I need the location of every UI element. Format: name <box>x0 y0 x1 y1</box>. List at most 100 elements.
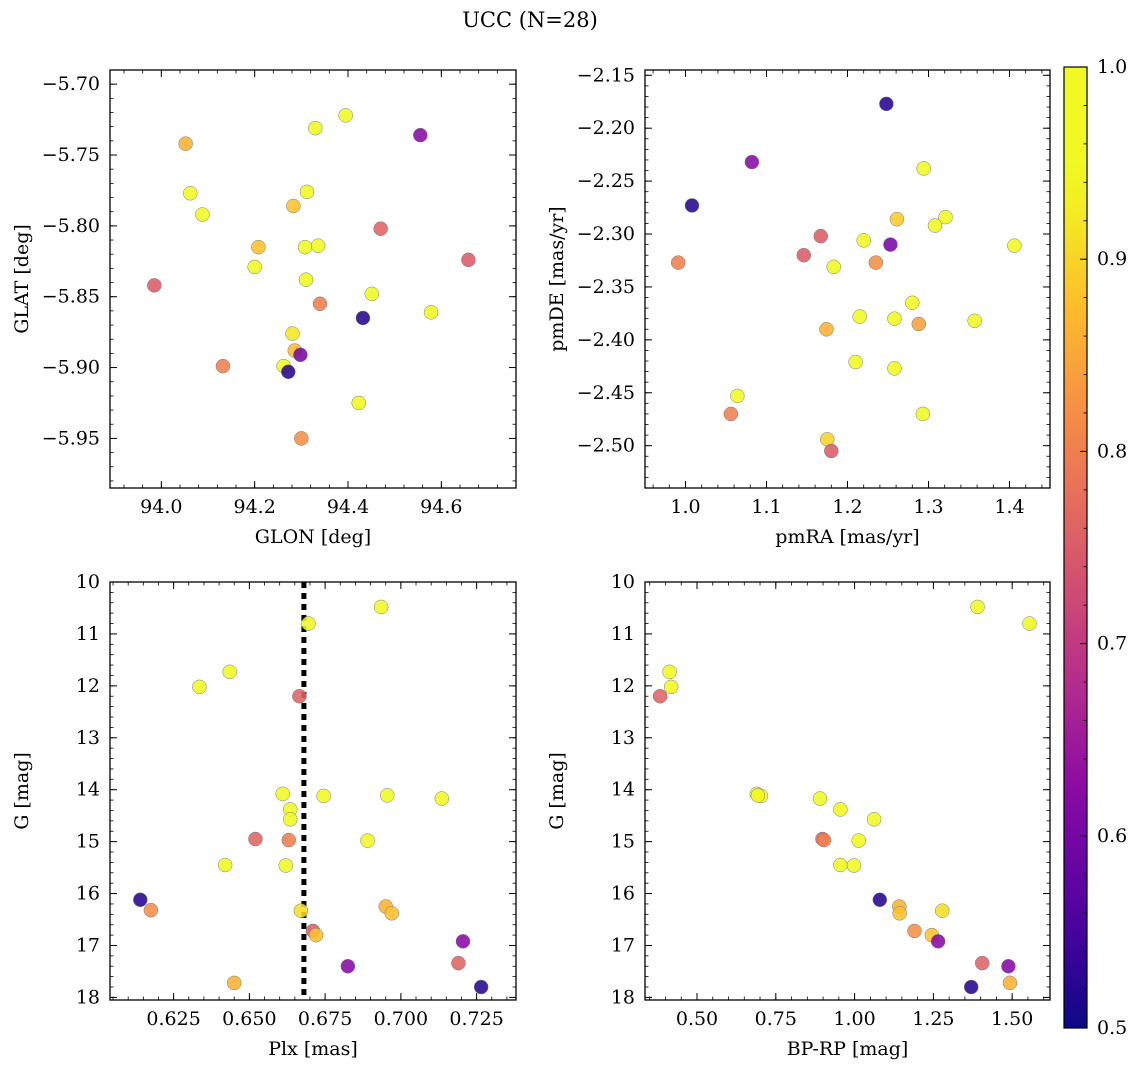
scatter-point <box>872 892 888 908</box>
scatter-point <box>826 259 841 275</box>
scatter-point <box>275 786 290 802</box>
scatter-point <box>293 347 308 363</box>
scatter-point <box>297 239 313 255</box>
y-tick-label: 17 <box>76 934 100 956</box>
scatter-point <box>285 326 300 341</box>
y-tick-label: 12 <box>76 675 100 697</box>
y-tick-label: −5.85 <box>42 286 100 308</box>
scatter-point <box>856 233 871 248</box>
y-tick-label: 15 <box>76 831 100 853</box>
y-axis-label: pmDE [mas/yr] <box>546 206 568 351</box>
scatter-point <box>723 406 739 422</box>
scatter-point <box>281 832 297 848</box>
scatter-point <box>851 833 866 848</box>
scatter-point <box>848 354 863 370</box>
scatter-point <box>351 395 366 411</box>
scatter-point <box>744 154 760 170</box>
scatter-point <box>833 857 848 873</box>
y-tick-label: 17 <box>611 934 635 956</box>
x-tick-label: 1.25 <box>912 1008 954 1030</box>
y-tick-label: 13 <box>76 727 100 749</box>
scatter-point <box>730 388 745 404</box>
y-tick-label: 14 <box>76 779 100 801</box>
scatter-point <box>294 431 309 446</box>
scatter-point <box>1002 975 1018 991</box>
x-tick-label: 94.4 <box>327 496 369 518</box>
scatter-point <box>846 858 862 873</box>
scatter-point <box>281 364 296 380</box>
scatter-point <box>178 136 193 151</box>
x-tick-label: 1.50 <box>991 1008 1033 1030</box>
y-tick-label: −2.45 <box>577 382 635 404</box>
scatter-point <box>312 296 328 312</box>
plot-frame <box>109 69 517 489</box>
scatter-point <box>316 788 331 804</box>
x-axis-label: Plx [mas] <box>268 1038 358 1060</box>
scatter-point <box>222 664 237 680</box>
x-tick-label: 1.00 <box>833 1008 875 1030</box>
scatter-point <box>887 311 902 326</box>
scatter-point <box>907 923 922 939</box>
x-tick-label: 94.6 <box>420 496 462 518</box>
scatter-point <box>251 239 266 255</box>
scatter-point <box>930 934 946 949</box>
x-axis-label: BP-RP [mag] <box>787 1038 909 1060</box>
colorbar: 0.5 0.6 0.7 0.8 0.9 1.0 <box>1063 56 1127 1039</box>
panel-bprp-g: 0.50 0.75 1.00 1.25 1.50 10 11 12 13 14 15 16 17 18 BP… <box>546 571 1051 1060</box>
scatter-point <box>299 184 315 200</box>
scatter-point <box>355 310 371 326</box>
scatter-point <box>226 975 242 991</box>
scatter-point <box>473 979 489 995</box>
x-tick-label: 0.725 <box>449 1008 503 1030</box>
scatter-point <box>434 791 450 806</box>
scatter-point <box>934 903 950 918</box>
y-tick-label: −2.35 <box>577 276 635 298</box>
scatter-point <box>373 599 389 615</box>
x-axis-label: GLON [deg] <box>255 526 371 548</box>
y-tick-label: −5.70 <box>42 73 100 95</box>
x-tick-label: 0.625 <box>146 1008 200 1030</box>
figure-title: UCC (N=28) <box>462 8 598 32</box>
y-tick-label: 10 <box>611 571 635 593</box>
scatter-point <box>905 295 920 311</box>
scatter-point <box>143 902 159 918</box>
y-tick-label: 18 <box>76 986 100 1008</box>
x-tick-label: 1.0 <box>670 496 700 518</box>
scatter-point <box>360 833 375 848</box>
y-tick-label: −5.75 <box>42 144 100 166</box>
scatter-point <box>461 252 476 268</box>
scatter-point <box>364 286 380 302</box>
plot-frame <box>644 69 1051 489</box>
y-tick-label: 10 <box>76 571 100 593</box>
scatter-point <box>887 361 902 376</box>
scatter-point <box>915 406 931 422</box>
scatter-point <box>750 788 766 803</box>
y-axis-label: G [mag] <box>11 752 33 830</box>
scatter-points <box>133 599 489 995</box>
scatter-point <box>308 120 323 136</box>
scatter-points <box>147 108 476 446</box>
scatter-point <box>868 255 884 270</box>
scatter-point <box>298 272 314 287</box>
y-tick-label: −5.80 <box>42 215 100 237</box>
y-tick-label: −5.90 <box>42 357 100 379</box>
scatter-point <box>963 979 979 995</box>
x-tick-label: 0.50 <box>676 1008 718 1030</box>
scatter-point <box>384 906 400 921</box>
y-axis-label: G [mag] <box>546 752 568 830</box>
scatter-point <box>292 688 307 704</box>
scatter-point <box>967 313 982 329</box>
scatter-point <box>423 305 439 320</box>
scatter-point <box>217 857 233 873</box>
y-tick-label: −2.50 <box>577 435 635 457</box>
scatter-point <box>308 927 324 943</box>
colorbar-gradient <box>1063 66 1088 1029</box>
scatter-point <box>819 322 834 337</box>
scatter-point <box>916 161 931 176</box>
scatter-point <box>816 832 832 848</box>
x-tick-label: 1.2 <box>832 496 862 518</box>
scatter-point <box>215 358 231 374</box>
scatter-point <box>879 96 894 112</box>
scatter-point <box>652 688 668 704</box>
scatter-point <box>670 255 686 270</box>
